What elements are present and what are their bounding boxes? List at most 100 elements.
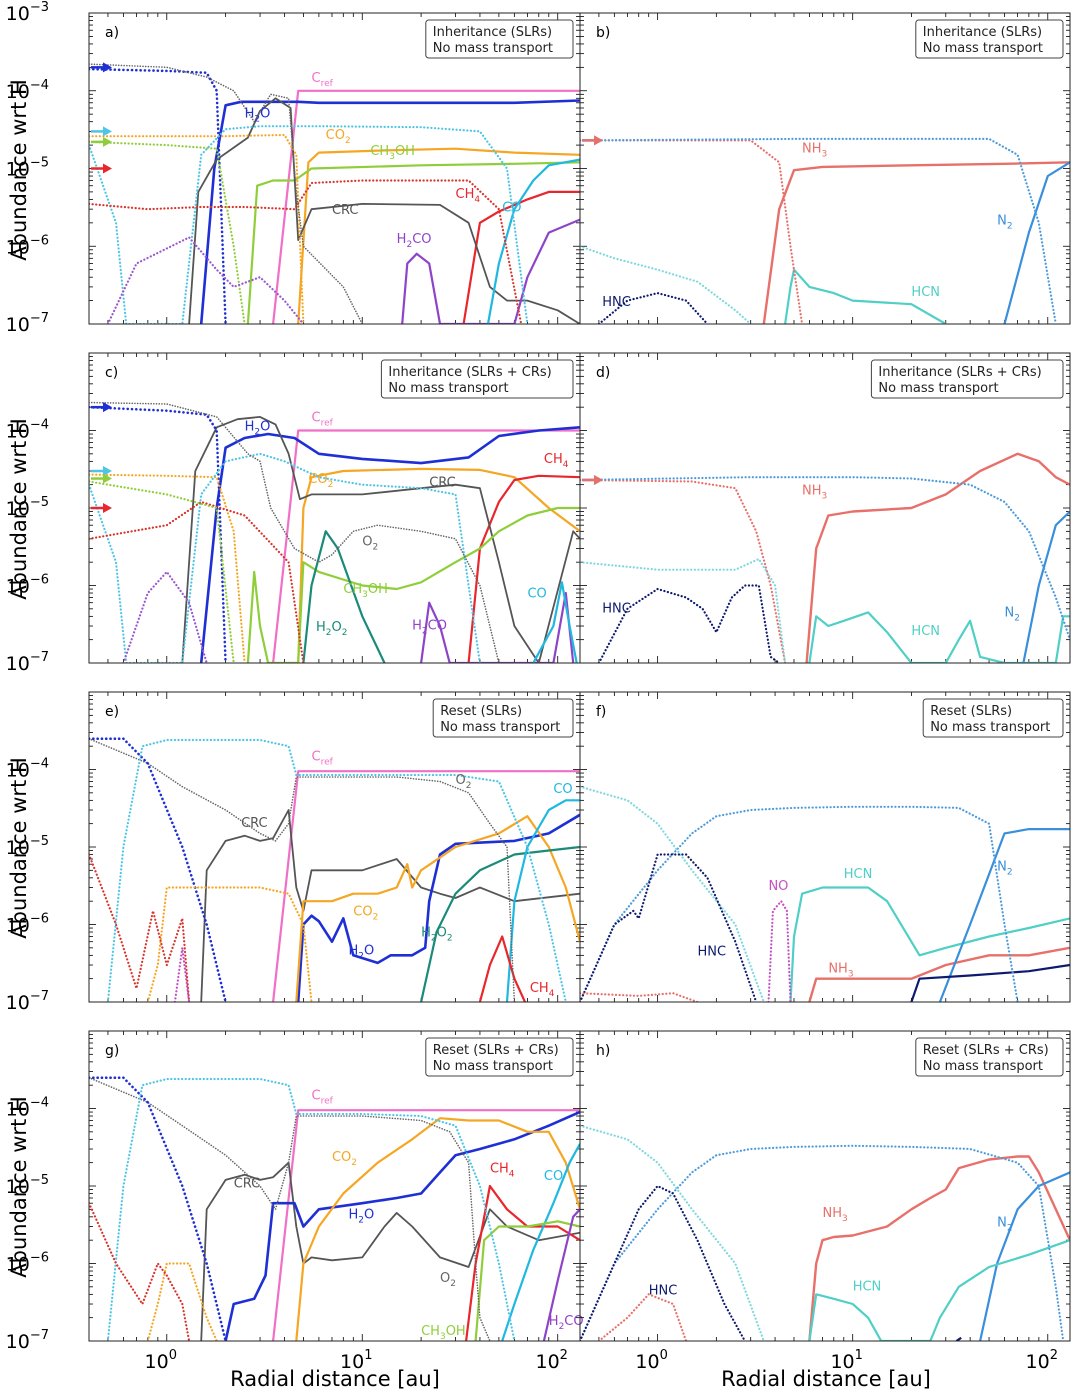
series-label: O2 [440, 1271, 456, 1289]
series-label: H2O2 [316, 620, 347, 638]
legend-text: Inheritance (SLRs) [433, 25, 552, 40]
x-axis-label-left: Radial distance [au] [230, 1367, 440, 1391]
plot-frame [579, 691, 1071, 1003]
series-label: CO [553, 782, 572, 797]
series-label: N2 [997, 214, 1012, 232]
initial-abundance-arrow [91, 62, 112, 73]
series-label: O2 [456, 773, 472, 791]
series-label: HNC [697, 944, 726, 959]
panel-label: a) [105, 25, 119, 41]
y-axis-label-c: Abundance wrt H [7, 418, 31, 599]
series-co2 [295, 815, 580, 1002]
series-hcn [784, 268, 947, 324]
plot-frame [88, 352, 581, 664]
y-axis-label-g: Abundance wrt H [7, 1096, 31, 1277]
x-axis-labels: Radial distance [au] Radial distance [au… [230, 1367, 931, 1391]
series-group [580, 1124, 1070, 1341]
y-tick-label: 10−5 [6, 495, 49, 520]
series-co-ice [106, 1077, 516, 1341]
x-tick-label: 102 [1026, 1348, 1058, 1373]
panels: Cref H2O CO2 CH3OH CH4 CRC H2CO CO a) Inheritance… [6, 0, 1071, 1373]
series-h2o-ice [89, 737, 227, 1002]
legend-text: Reset (SLRs + CRs) [923, 1043, 1049, 1058]
panel-e: Cref CRC H2O CO2 H2O2 CO CH4 O2 e) Reset (SLRs)No… [6, 691, 581, 1014]
series-label: NO [768, 879, 788, 894]
series-group [89, 1076, 580, 1341]
series-co2-ice [146, 886, 313, 1002]
series-label: Cref [312, 411, 334, 429]
series-no-ice [173, 946, 191, 1002]
legend-text: Inheritance (SLRs + CRs) [878, 365, 1041, 380]
y-axis-labels: Abundance wrt H Abundance wrt H Abundanc… [7, 79, 31, 1277]
series-label: CRC [241, 816, 268, 831]
series-h2co-ice [106, 236, 305, 324]
series-nh3 [808, 1155, 1070, 1341]
y-tick-label: 10−5 [6, 834, 49, 859]
x-tick-label: 100 [145, 1348, 177, 1373]
series-label: HNC [602, 601, 631, 616]
series-label: CO2 [353, 905, 378, 923]
series-h2o [199, 99, 580, 324]
series-ch4-ice [89, 179, 523, 324]
plot-frame [579, 12, 1071, 325]
series-h2o2 [302, 530, 386, 663]
series-label: H2O [348, 944, 374, 962]
series-h2o-ice [89, 1076, 227, 1341]
series-label: HCN [853, 1279, 882, 1294]
initial-abundance-arrow [582, 135, 603, 146]
y-tick-label: 10−4 [6, 418, 49, 443]
series-hnc-gas [955, 1336, 962, 1341]
series-co2 [297, 147, 580, 324]
series-c-ref [272, 89, 580, 324]
legend-box: Reset (SLRs)No mass transport [922, 698, 1064, 738]
series-label: CH4 [544, 452, 569, 470]
series-label: CO2 [308, 472, 333, 490]
series-ch4 [467, 474, 580, 663]
series-label: HCN [911, 285, 940, 300]
y-tick-label: 10−7 [6, 311, 49, 336]
series-n2-ice [580, 476, 1070, 641]
series-nh3-ice [580, 992, 699, 1002]
series-label: H2CO [412, 619, 447, 637]
legend-text: Inheritance (SLRs + CRs) [388, 365, 551, 380]
series-n2-ice [580, 805, 1019, 1002]
y-tick-label: 10−6 [6, 1251, 49, 1276]
panel-h: NH3 N2 HCN HNC h) Reset (SLRs + CRs)No mass t… [579, 1030, 1071, 1373]
initial-abundance-arrow [91, 473, 112, 484]
panel-label: h) [596, 1043, 610, 1059]
series-ch3oh [246, 506, 580, 663]
legend-box: Reset (SLRs + CRs)No mass transport [425, 1037, 574, 1077]
series-group [580, 137, 1070, 324]
series-label: O2 [362, 534, 378, 552]
x-tick-label: 102 [535, 1348, 567, 1373]
legend-text: Reset (SLRs) [440, 704, 522, 719]
series-label: HCN [844, 867, 873, 882]
series-co-ice [89, 125, 529, 324]
y-axis-label-a: Abundance wrt H [7, 79, 31, 260]
series-co-ice [89, 452, 481, 663]
legend-box: Inheritance (SLRs)No mass transport [915, 19, 1064, 59]
series-hcn [808, 1239, 1070, 1341]
series-h2o [224, 1110, 580, 1341]
series-label: H2O [245, 420, 271, 438]
series-label: H2O [348, 1208, 374, 1226]
series-h2o [199, 426, 580, 663]
series-co2-ice [89, 133, 305, 324]
series-label: Cref [312, 750, 334, 768]
series-label: NH3 [822, 1206, 847, 1224]
y-tick-label: 10−4 [6, 757, 49, 782]
panel-label: b) [596, 25, 610, 41]
series-label: CH3OH [370, 144, 415, 162]
series-group [580, 452, 1070, 663]
series-c-ref [272, 429, 580, 663]
y-tick-label: 10−4 [6, 78, 49, 103]
series-label: CO [527, 587, 546, 602]
initial-abundance-arrow [91, 466, 112, 477]
series-label: NH3 [828, 962, 853, 980]
series-label: Cref [312, 71, 334, 89]
series-label: CRC [429, 475, 456, 490]
series-nh3-ice [580, 478, 787, 663]
series-hnc [580, 853, 758, 1002]
legend-box: Inheritance (SLRs + CRs)No mass transpor… [870, 359, 1064, 399]
plot-frame [579, 352, 1071, 664]
